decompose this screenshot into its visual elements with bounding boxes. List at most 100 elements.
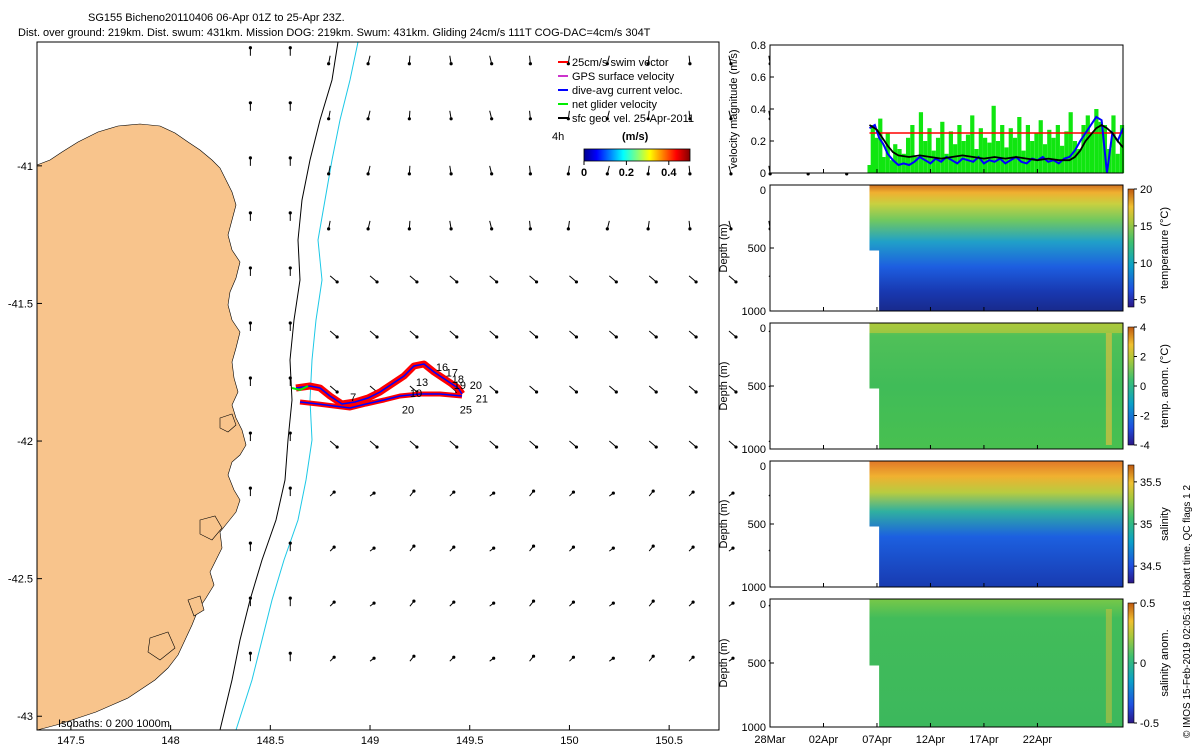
quiver-head	[605, 62, 609, 66]
quiver-head	[452, 490, 456, 494]
quiver-head	[611, 656, 615, 660]
island	[147, 631, 176, 661]
section-data	[869, 599, 1123, 727]
quiver-arrow	[608, 275, 618, 284]
quiver-arrow	[688, 545, 695, 552]
velocity-bar	[878, 118, 883, 173]
quiver-head	[734, 445, 738, 449]
section-panel-3: 0 500 1000 Depth (m) 35.5 35 34.5 salinity	[718, 460, 1171, 594]
quiver-head	[734, 390, 738, 394]
quiver-head	[688, 62, 692, 66]
quiver-arrow	[409, 599, 416, 607]
quiver-arrow	[489, 656, 496, 662]
section-panel-4: 0 500 1000 Depth (m) 0.5 0 -0.5 salinity anom.	[718, 598, 1171, 734]
quiver-head	[455, 280, 459, 284]
quiver-arrow	[648, 385, 658, 394]
quiver-head	[455, 445, 459, 449]
quiver-arrow	[489, 165, 494, 176]
velocity-bar	[953, 144, 958, 173]
velocity-bar	[1085, 115, 1090, 173]
quiver-arrow	[409, 275, 419, 284]
velocity-bar	[948, 131, 953, 173]
quiver-arrow	[449, 220, 453, 231]
section-ytick-label: 500	[748, 658, 766, 670]
quiver-head	[372, 491, 376, 495]
quiver-arrow	[728, 165, 733, 176]
quiver-head	[571, 545, 576, 549]
quiver-arrow	[489, 546, 496, 552]
quiver-head	[332, 545, 336, 549]
section-colorbar-tick-label: 2	[1140, 352, 1146, 364]
velocity-bar	[1094, 109, 1099, 173]
velocity-bar	[897, 149, 902, 173]
map-title-line2: Dist. over ground: 219km. Dist. swum: 43…	[18, 27, 651, 39]
quiver-head	[691, 655, 695, 659]
quiver-head	[731, 491, 735, 495]
quiver-head	[654, 390, 658, 394]
quiver-head	[614, 445, 618, 449]
quiver-head	[495, 390, 499, 394]
velocity-bar	[935, 137, 941, 173]
quiver-head	[248, 376, 252, 380]
quiver-head	[288, 101, 292, 105]
quiver-arrow	[369, 330, 379, 339]
quiver-head	[534, 280, 539, 284]
section-colorbar	[1127, 602, 1135, 724]
track-day-label: 16	[436, 362, 448, 374]
quiver-arrow	[688, 165, 692, 176]
quiver-head	[248, 486, 252, 490]
quiver-head	[611, 491, 615, 495]
quiver-arrow	[646, 220, 650, 231]
quiver-head	[372, 546, 376, 550]
quiver-head	[288, 651, 292, 655]
velocity-bar	[918, 112, 924, 173]
isobaths-label: Isobaths: 0 200 1000m	[58, 718, 170, 730]
quiver-head	[734, 280, 738, 284]
quiver-head	[248, 541, 252, 545]
quiver-head	[407, 172, 411, 176]
quiver-arrow	[407, 220, 411, 231]
track-day-label: 20	[470, 380, 482, 392]
legend-label-dac: dive-avg current veloc.	[572, 85, 683, 97]
velocity-bar	[1008, 128, 1013, 173]
quiver-head	[366, 172, 370, 176]
colorbar-tick-label: 0	[581, 167, 587, 179]
quiver-head	[332, 655, 336, 659]
velocity-bar	[870, 125, 875, 173]
quiver-arrow	[529, 275, 539, 284]
quiver-arrow	[608, 330, 618, 339]
quiver-head	[335, 280, 339, 284]
quiver-head	[534, 445, 539, 449]
quiver-arrow	[688, 490, 695, 497]
quiver-head	[248, 431, 252, 435]
quiver-arrow	[329, 385, 339, 394]
velocity-bar	[1047, 129, 1052, 173]
quiver-arrow	[329, 440, 339, 449]
quiver-arrow	[369, 275, 379, 284]
velocity-bar	[1025, 125, 1030, 173]
time-tick-label: 07Apr	[862, 734, 892, 746]
quiver-arrow	[489, 330, 499, 339]
quiver-head	[372, 656, 376, 660]
anomaly-streak	[1105, 609, 1112, 723]
quiver-head	[248, 156, 252, 160]
time-axis: 28Mar 02Apr 07Apr 12Apr 17Apr 22Apr	[754, 169, 1052, 746]
quiver-arrow	[529, 330, 539, 339]
velocity-bar	[867, 165, 872, 173]
quiver-arrow	[248, 651, 252, 662]
quiver-arrow	[728, 601, 735, 607]
isobath-1000m	[235, 41, 359, 731]
velocity-bar	[974, 149, 979, 173]
quiver-head	[654, 335, 658, 339]
quiver-arrow	[609, 546, 615, 552]
anomaly-streak	[1105, 333, 1112, 445]
velocity-ytick-label: 0.2	[751, 136, 766, 148]
quiver-arrow	[609, 656, 615, 662]
quiver-head	[691, 600, 695, 604]
map-xtick-label: 148	[161, 735, 179, 747]
quiver-arrow	[449, 545, 456, 552]
quiver-arrow	[605, 55, 610, 66]
quiver-arrow	[489, 110, 494, 121]
section-data	[869, 461, 1123, 587]
velocity-bar	[1017, 117, 1022, 173]
